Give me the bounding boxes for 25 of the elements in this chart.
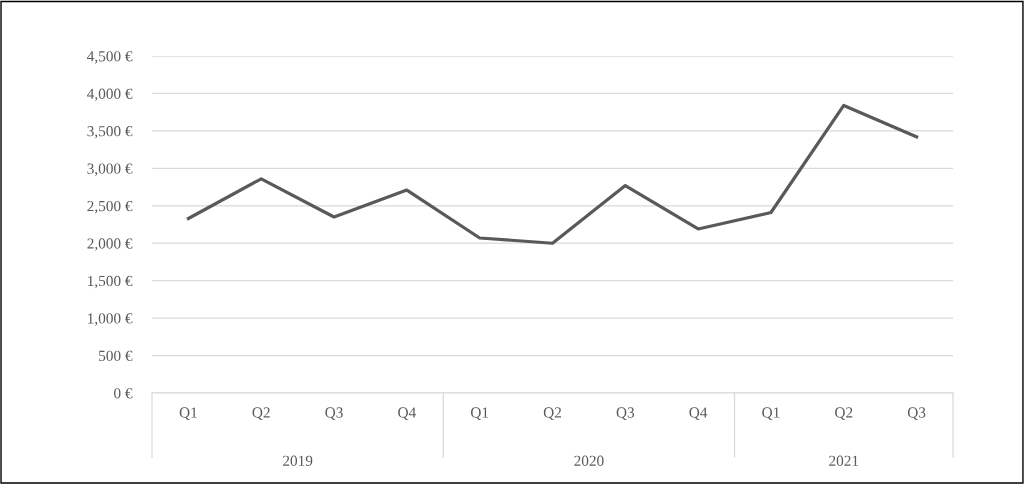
x-tick-label: Q1 [470,407,489,420]
text: 2019 [283,455,313,466]
y-tick-label: 3,000 € [87,163,133,176]
x-tick-label: Q4 [398,407,416,420]
x-tick-label: Q3 [907,407,926,420]
text: 2021 [829,455,859,466]
y-tick-label: 500 € [99,350,133,362]
x-tick-label: Q1 [179,407,197,420]
y-tick-label: 2,500 € [87,200,133,214]
line-series [186,103,919,245]
x-tick-label: Q3 [325,407,343,420]
x-tick-label: Q1 [762,407,780,420]
x-tick-label: Q3 [616,407,635,420]
x-tick-label: Q4 [689,407,708,420]
y-tick-label: 1,000 € [88,313,133,326]
y-tick-label: 4,500 € [87,51,133,64]
y-tick-label: 0 € [114,388,133,399]
y-tick-label: 3,500 € [87,126,133,139]
x-tick-label: Q2 [543,407,561,420]
y-tick-label: 4,000 € [87,88,133,102]
text: 2020 [574,455,604,466]
y-tick-label: 2,000 € [87,238,133,251]
x-tick-label: Q2 [835,407,853,420]
y-tick-label: 1,500 € [88,275,133,289]
x-tick-label: Q2 [252,407,270,420]
